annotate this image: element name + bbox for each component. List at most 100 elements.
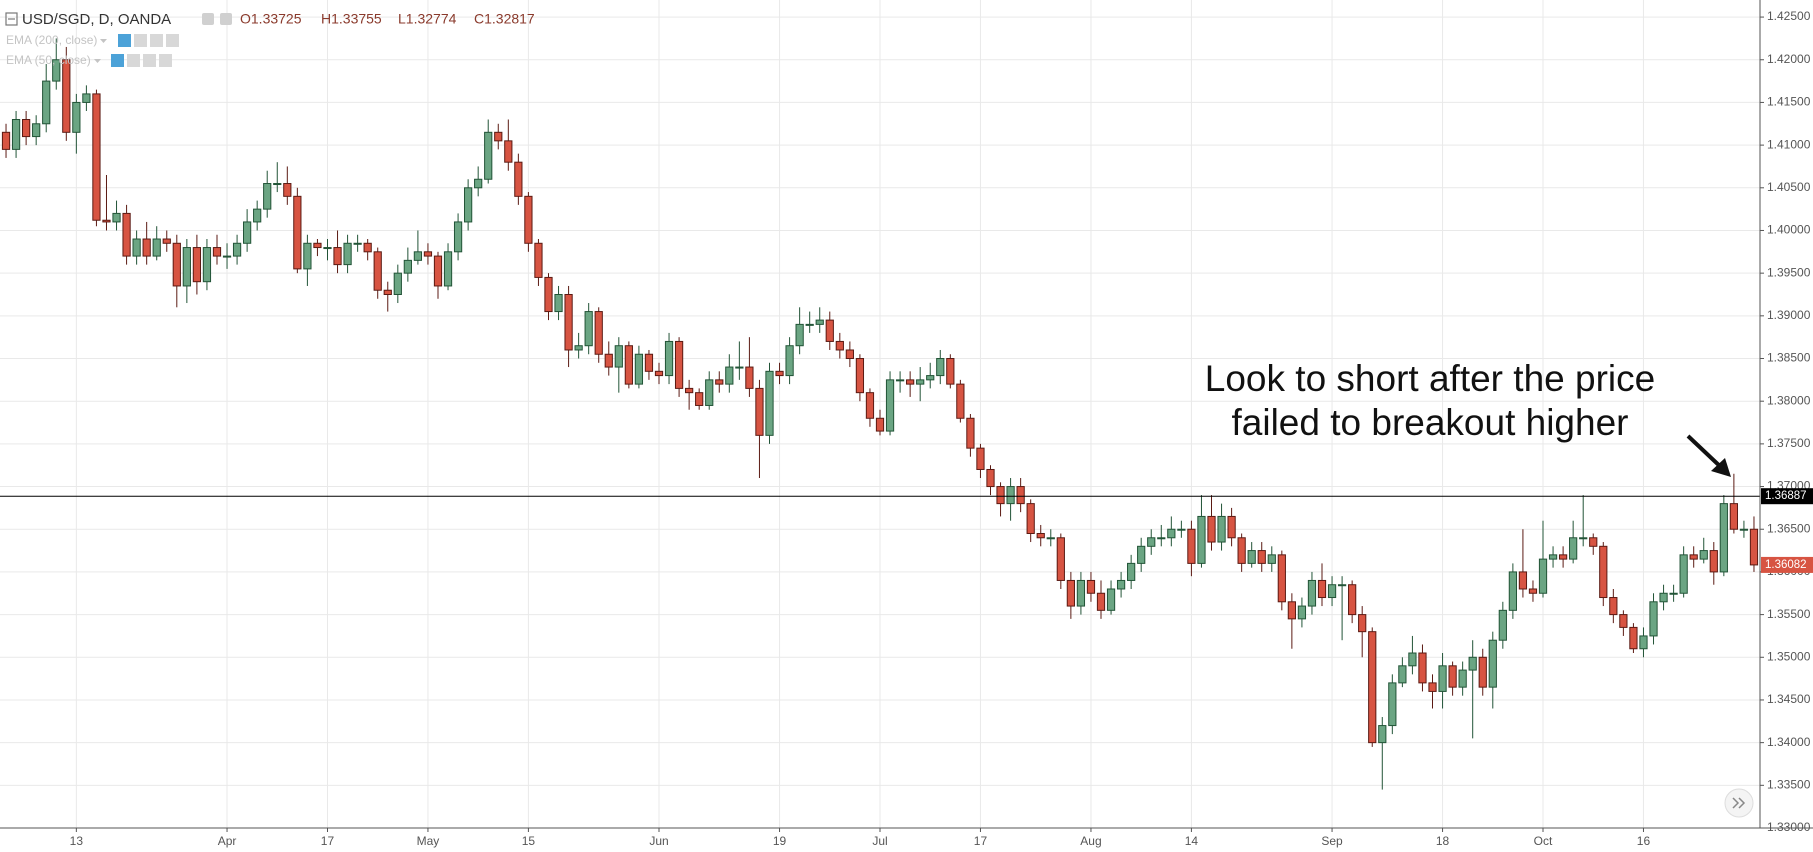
- candle-body: [303, 242, 312, 270]
- x-tick-label: 14: [1185, 834, 1199, 848]
- candle-body: [1327, 584, 1337, 599]
- y-tick-label: 1.41500: [1767, 95, 1811, 109]
- candle-body: [132, 238, 141, 257]
- collapse-icon[interactable]: [5, 12, 18, 26]
- settings-icon[interactable]: [220, 13, 232, 25]
- candle-body: [293, 195, 302, 270]
- candle-body: [1106, 588, 1116, 611]
- candles: [1, 38, 1759, 790]
- candle-body: [82, 93, 91, 103]
- indicator-add[interactable]: [150, 34, 163, 47]
- indicator-remove[interactable]: [159, 54, 172, 67]
- x-tick-label: Sep: [1321, 834, 1343, 848]
- candle-body: [202, 247, 212, 283]
- indicator-eye[interactable]: [111, 54, 124, 67]
- candle-body: [946, 358, 955, 385]
- candle-body: [1056, 537, 1065, 581]
- candle-body: [11, 119, 21, 150]
- candle-body: [725, 366, 734, 385]
- candle-body: [243, 221, 252, 244]
- annotation-arrowhead: [1711, 458, 1731, 477]
- candle-body: [1257, 550, 1266, 564]
- ohlc-low: L1.32774: [398, 11, 457, 27]
- candle-body: [323, 247, 332, 250]
- candle-body: [413, 251, 423, 261]
- candle-body: [775, 370, 784, 377]
- indicator-settings[interactable]: [134, 34, 147, 47]
- candle-body: [383, 289, 392, 295]
- candle-body: [956, 383, 965, 419]
- symbol-title: USD/SGD, D, OANDA: [22, 11, 171, 28]
- candle-body: [192, 247, 202, 283]
- candle-body: [614, 345, 623, 368]
- x-tick-label: 18: [1436, 834, 1450, 848]
- candle-body: [1619, 614, 1628, 628]
- candle-body: [393, 272, 402, 295]
- candle-body: [795, 323, 804, 347]
- y-tick-label: 1.33500: [1767, 777, 1811, 791]
- candle-body: [1237, 537, 1246, 564]
- indicator-eye[interactable]: [118, 34, 131, 47]
- x-tick-label: 17: [321, 834, 335, 848]
- x-tick-label: Jul: [872, 834, 887, 848]
- candle-body: [142, 238, 151, 257]
- candle-body: [1116, 579, 1126, 590]
- indicator-menu[interactable]: [100, 39, 107, 43]
- candle-body: [654, 370, 664, 377]
- candle-body: [1, 131, 11, 150]
- y-tick-label: 1.35500: [1767, 607, 1811, 621]
- y-tick-label: 1.42500: [1767, 9, 1811, 23]
- candle-body: [453, 221, 463, 253]
- x-tick-label: Apr: [218, 834, 237, 848]
- eye-icon[interactable]: [202, 13, 214, 25]
- candle-body: [42, 80, 51, 125]
- y-tick-label: 1.37500: [1767, 436, 1811, 450]
- candle-body: [1177, 528, 1186, 531]
- candle-body: [232, 242, 242, 257]
- candle-body: [102, 219, 111, 223]
- candle-body: [825, 319, 834, 342]
- candle-body: [705, 379, 714, 406]
- candle-body: [423, 251, 433, 257]
- indicator-menu[interactable]: [94, 59, 101, 63]
- candle-body: [1468, 656, 1477, 671]
- y-tick-label: 1.34500: [1767, 692, 1811, 706]
- candle-body: [273, 183, 282, 186]
- indicator-add[interactable]: [143, 54, 156, 67]
- candle-body: [1137, 545, 1146, 564]
- candle-body: [1448, 665, 1457, 688]
- candle-body: [1197, 515, 1206, 564]
- candle-body: [1337, 584, 1347, 587]
- candle-body: [1227, 515, 1236, 539]
- candle-body: [1569, 537, 1578, 560]
- candle-body: [1458, 669, 1467, 688]
- candle-body: [474, 178, 483, 189]
- candle-body: [1046, 537, 1055, 540]
- candle-body: [1277, 554, 1286, 603]
- indicator-remove[interactable]: [166, 34, 179, 47]
- candle-body: [1599, 545, 1608, 599]
- x-tick-label: Oct: [1534, 834, 1553, 848]
- candle-body: [182, 247, 191, 287]
- candle-body: [1307, 579, 1317, 607]
- candle-body: [62, 59, 71, 133]
- candle-body: [162, 238, 171, 244]
- candle-body: [333, 247, 342, 266]
- ohlc-close: C1.32817: [474, 11, 535, 27]
- candle-body: [916, 379, 925, 385]
- candle-body: [403, 259, 412, 274]
- x-tick-label: May: [417, 834, 440, 848]
- indicator-settings[interactable]: [127, 54, 140, 67]
- candle-body: [604, 353, 613, 368]
- candle-body: [1719, 503, 1728, 573]
- candle-body: [1629, 626, 1638, 650]
- candle-body: [1297, 605, 1307, 620]
- annotation-line: failed to breakout higher: [1232, 402, 1629, 443]
- candle-body: [1368, 631, 1377, 744]
- candle-body: [1749, 528, 1759, 566]
- candle-body: [122, 212, 131, 257]
- candle-body: [1086, 579, 1096, 594]
- candle-body: [1478, 656, 1487, 688]
- candle-body: [745, 366, 754, 389]
